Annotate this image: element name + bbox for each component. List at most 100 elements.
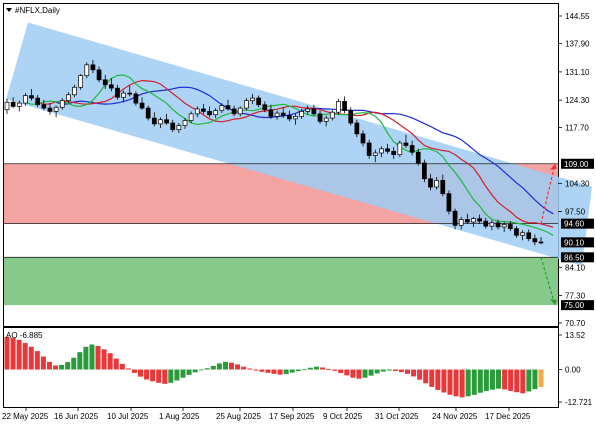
level-price-box: 109.00 bbox=[561, 158, 594, 169]
price-axis: 144.55 137.90 131.10 124.30 117.70 104.30 97.5… bbox=[558, 12, 590, 328]
ao-bar bbox=[283, 369, 289, 375]
candle bbox=[526, 229, 532, 242]
candle bbox=[342, 96, 347, 114]
date-tick-label: 17 Dec 2025 bbox=[485, 412, 531, 421]
candle bbox=[182, 118, 188, 129]
candle bbox=[483, 217, 489, 229]
candle bbox=[133, 91, 139, 106]
candle bbox=[145, 105, 151, 121]
candle bbox=[428, 173, 433, 191]
candle bbox=[434, 177, 440, 190]
ao-bar bbox=[277, 369, 283, 375]
candle bbox=[90, 59, 96, 74]
ao-bar bbox=[398, 369, 404, 373]
ao-bar bbox=[301, 369, 307, 371]
ao-bar bbox=[453, 369, 459, 397]
ao-bar bbox=[289, 369, 295, 373]
ao-tick-label: 0.00 bbox=[565, 366, 581, 375]
ao-bar bbox=[259, 369, 265, 372]
candle bbox=[96, 66, 102, 83]
svg-text:86.50: 86.50 bbox=[564, 253, 585, 262]
candle bbox=[293, 113, 298, 125]
candle bbox=[323, 115, 329, 127]
level-price-box: 94.60 bbox=[561, 218, 594, 229]
ao-bar bbox=[235, 364, 241, 370]
ao-bar bbox=[198, 369, 204, 371]
ao-bar bbox=[16, 339, 22, 370]
candle bbox=[4, 98, 10, 114]
candle bbox=[336, 98, 341, 115]
ao-bar bbox=[423, 369, 429, 384]
candle bbox=[194, 106, 200, 118]
price-tick-label: 77.30 bbox=[565, 292, 586, 301]
ao-bar bbox=[59, 364, 65, 370]
candle bbox=[121, 90, 126, 103]
ao-bar bbox=[265, 369, 271, 373]
ao-bar bbox=[386, 369, 392, 371]
candle bbox=[176, 123, 182, 134]
date-tick-label: 25 Aug 2025 bbox=[216, 412, 261, 421]
ao-bar bbox=[65, 362, 71, 370]
support-zone bbox=[4, 257, 558, 306]
ao-bar bbox=[520, 369, 526, 394]
ao-bar bbox=[10, 337, 16, 370]
ao-bar bbox=[471, 369, 477, 395]
candle bbox=[231, 105, 237, 117]
candle bbox=[446, 190, 452, 215]
ao-bar bbox=[496, 369, 502, 389]
ao-bar bbox=[247, 368, 253, 370]
up-forecast-arrow bbox=[540, 163, 557, 224]
ao-bar bbox=[53, 365, 59, 370]
ao-bar bbox=[174, 369, 180, 381]
candle bbox=[403, 134, 409, 148]
candle bbox=[53, 105, 59, 118]
ao-bar bbox=[131, 369, 137, 373]
candle bbox=[477, 214, 482, 224]
svg-text:109.00: 109.00 bbox=[564, 160, 589, 169]
candle bbox=[108, 78, 114, 92]
price-tick-label: 97.50 bbox=[565, 208, 586, 217]
candle bbox=[305, 105, 311, 115]
channel-layer bbox=[6, 22, 592, 266]
date-tick-label: 9 Oct 2025 bbox=[323, 412, 363, 421]
svg-text:94.60: 94.60 bbox=[564, 220, 585, 229]
candle bbox=[262, 101, 268, 113]
ao-bar bbox=[514, 369, 520, 393]
candle bbox=[237, 106, 243, 117]
ao-bar bbox=[204, 368, 210, 370]
candle bbox=[311, 104, 317, 116]
ao-bar bbox=[46, 361, 52, 370]
level-price-box: 90.10 bbox=[561, 237, 594, 248]
candle bbox=[366, 139, 372, 159]
ao-bar bbox=[508, 369, 514, 391]
ao-tick-label: 13.52 bbox=[565, 331, 586, 340]
ao-bar bbox=[125, 368, 131, 370]
date-axis: 22 May 2025 16 Jun 2025 10 Jul 2025 1 Aug 2… bbox=[2, 407, 531, 421]
ao-bar bbox=[532, 369, 538, 390]
ao-bar bbox=[271, 369, 277, 374]
ao-bar bbox=[429, 369, 435, 387]
ao-bar bbox=[138, 369, 143, 377]
ao-bar bbox=[162, 369, 168, 384]
price-tick-label: 144.55 bbox=[565, 12, 590, 21]
ao-bar bbox=[344, 369, 350, 376]
candle bbox=[84, 62, 90, 79]
level-price-boxes: 109.00 94.60 90.10 86.50 75.00 bbox=[561, 158, 594, 311]
ao-label: AO -6.885 bbox=[6, 331, 43, 340]
candle bbox=[280, 107, 286, 119]
ao-bar bbox=[168, 369, 174, 383]
candle bbox=[47, 103, 53, 115]
ao-bar bbox=[95, 346, 101, 370]
candle bbox=[244, 98, 249, 111]
ao-bar bbox=[28, 346, 34, 370]
candle bbox=[464, 213, 470, 224]
ao-bar bbox=[4, 336, 10, 370]
ao-histogram-layer bbox=[4, 336, 544, 398]
svg-text:90.10: 90.10 bbox=[564, 238, 585, 247]
candle bbox=[35, 94, 41, 108]
ao-bar bbox=[119, 363, 125, 370]
ao-tick-label: -12.721 bbox=[565, 398, 593, 407]
ao-bar bbox=[411, 369, 417, 377]
candle bbox=[225, 99, 231, 111]
ao-bar bbox=[83, 346, 89, 370]
